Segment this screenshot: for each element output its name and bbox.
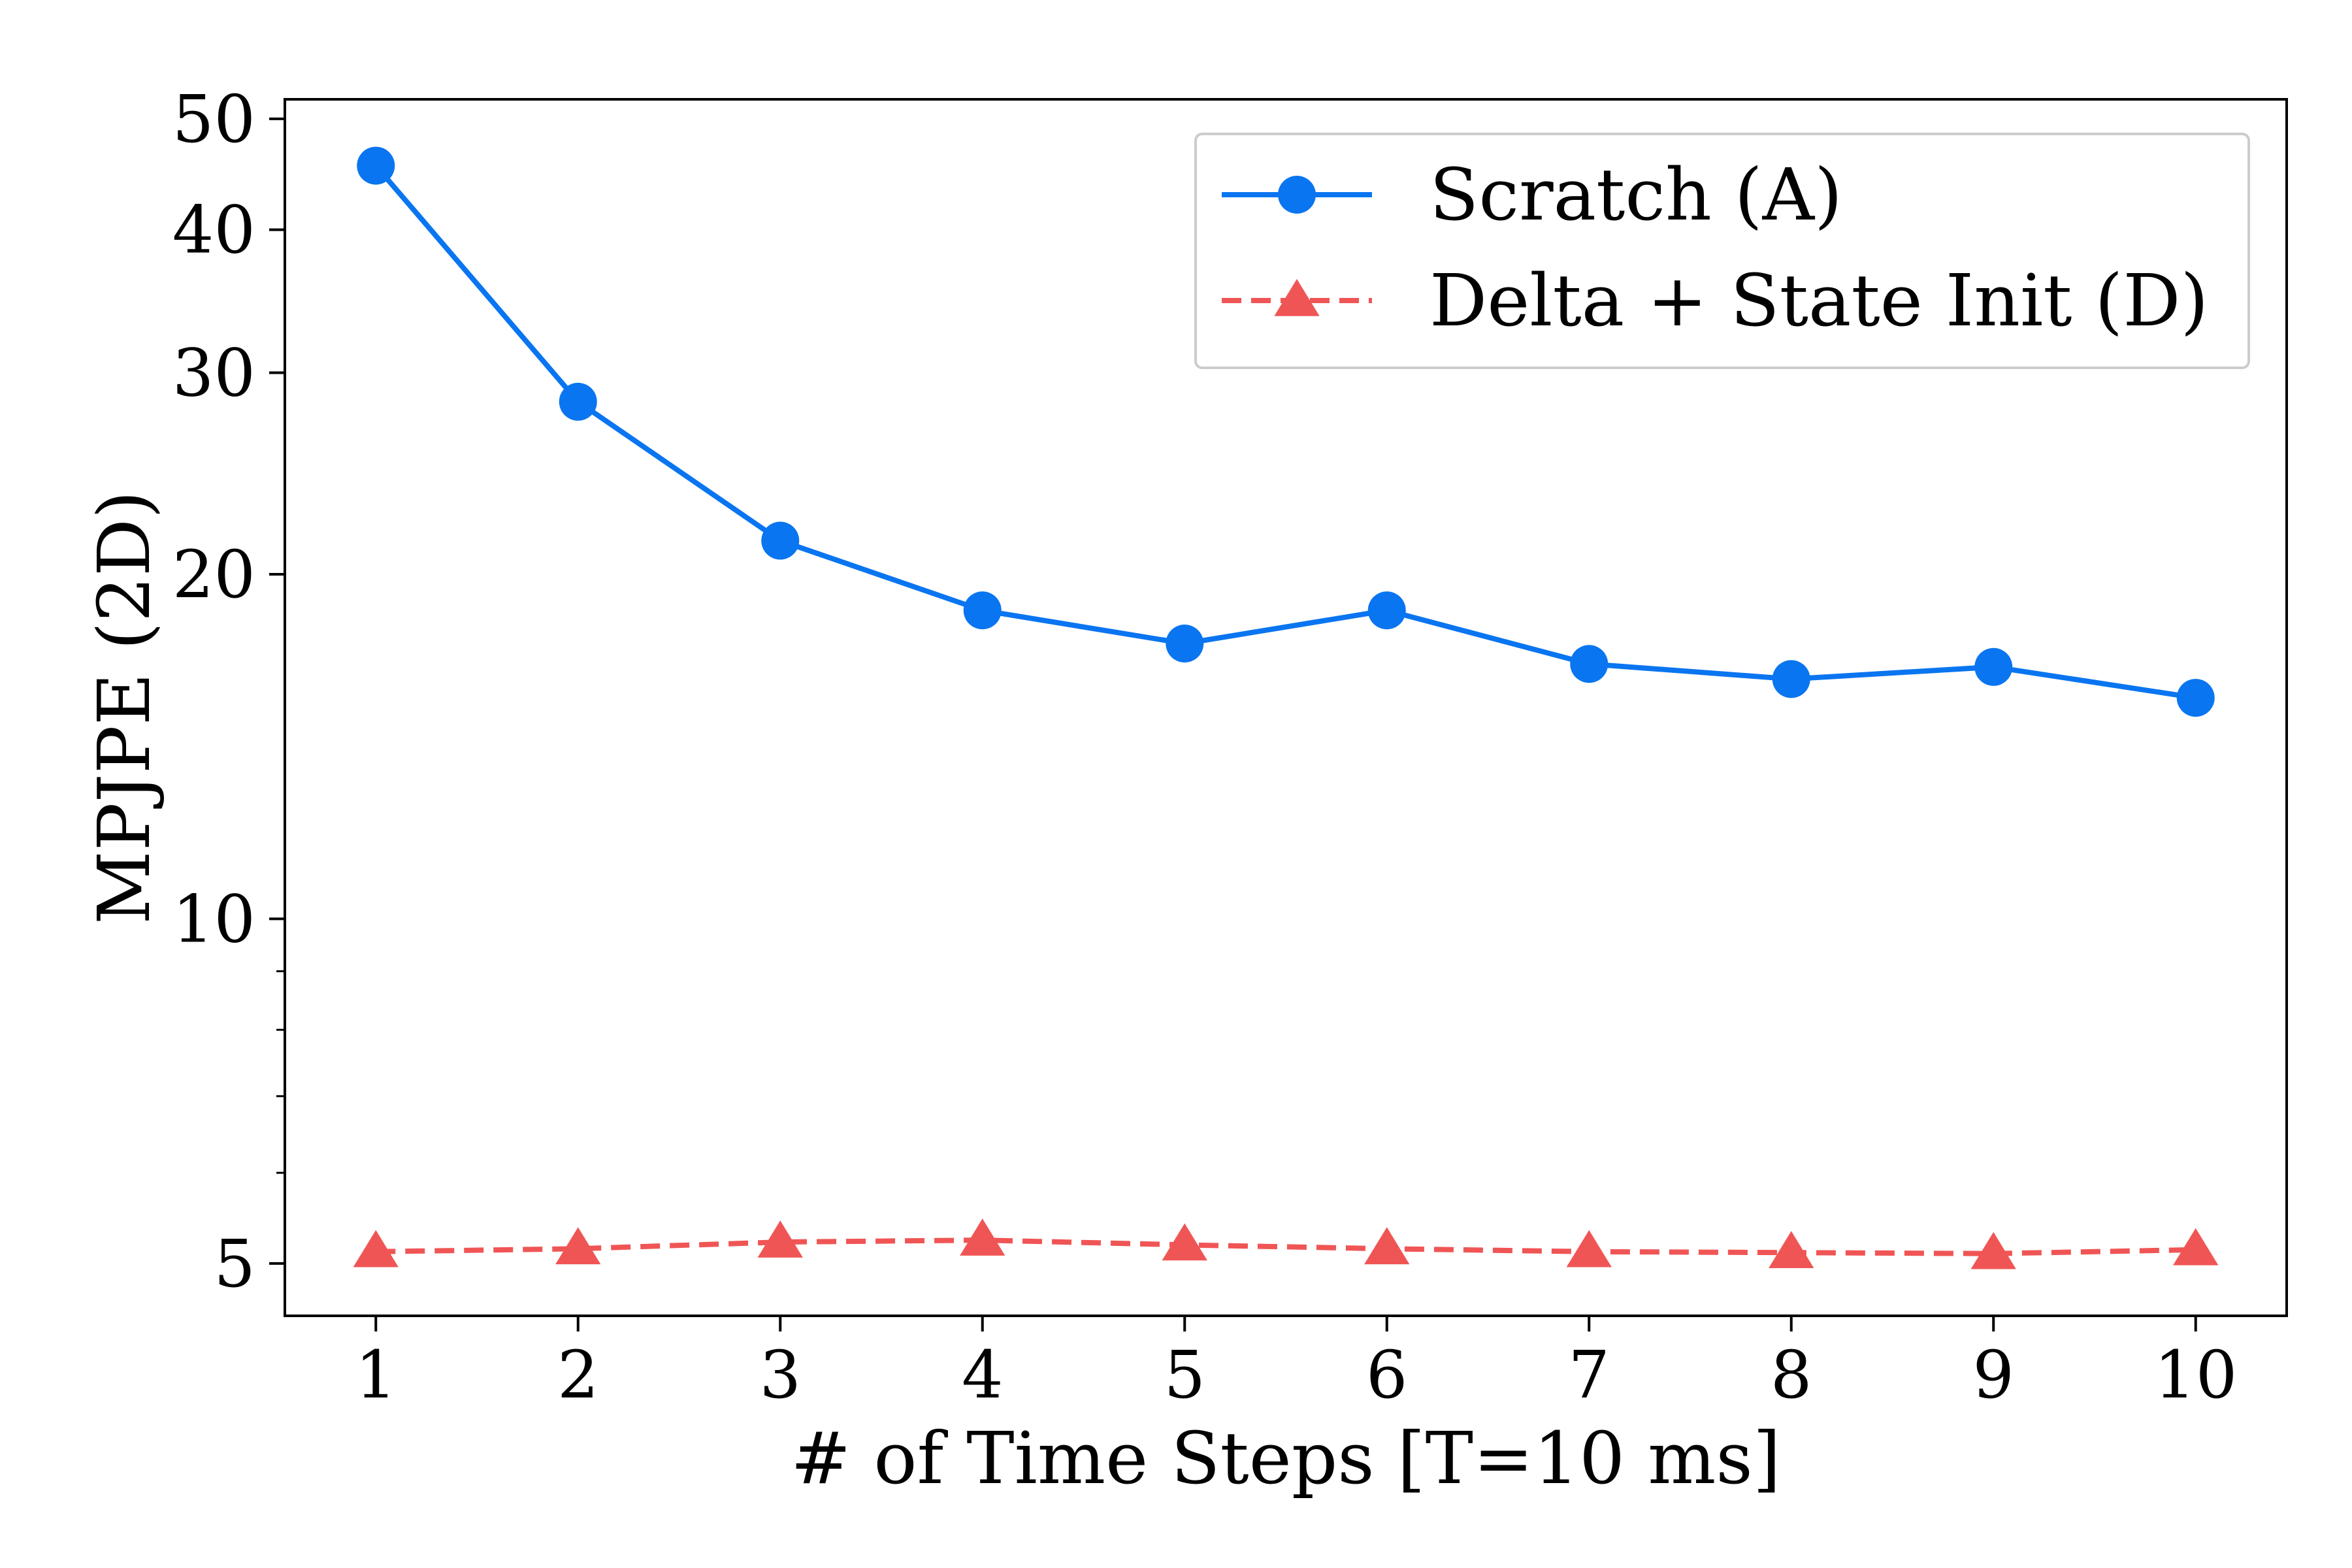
x-tick-label: 10 — [2154, 1337, 2237, 1413]
y-axis-title: MPJPE (2D) — [82, 491, 166, 924]
circle-marker — [357, 146, 395, 185]
series-layer — [353, 146, 2219, 1269]
legend-box — [1194, 133, 2250, 369]
circle-marker — [761, 521, 800, 560]
legend-entry-1: Scratch (A) — [1222, 153, 1842, 237]
triangle-marker — [1769, 1231, 1814, 1269]
triangle-marker — [1970, 1232, 2016, 1269]
triangle-marker — [353, 1230, 399, 1267]
x-tick-label: 6 — [1366, 1337, 1408, 1413]
x-tick-label: 4 — [962, 1337, 1004, 1413]
circle-marker — [1570, 645, 1609, 683]
x-tick-label: 1 — [355, 1337, 397, 1413]
legend-entries: Scratch (A) Delta + State Init (D) — [1222, 153, 2208, 342]
triangle-marker — [757, 1220, 803, 1258]
x-tick-label: 9 — [1972, 1337, 2014, 1413]
x-axis-title: # of Time Steps [T=10 ms] — [791, 1416, 1781, 1500]
circle-marker — [559, 382, 597, 421]
triangle-marker — [2173, 1228, 2219, 1266]
circle-marker — [2176, 679, 2215, 717]
triangle-marker — [1364, 1227, 1410, 1265]
y-axis: 5 10 20 30 40 50 — [172, 81, 285, 1302]
legend: Scratch (A) Delta + State Init (D) — [1194, 133, 2250, 369]
triangle-marker — [1274, 279, 1320, 316]
x-axis: 1 2 3 4 5 6 7 8 9 10 — [355, 1316, 2237, 1413]
triangle-marker — [555, 1227, 601, 1265]
x-tick-label: 8 — [1771, 1337, 1812, 1413]
circle-marker — [1772, 660, 1810, 698]
series-1 — [357, 146, 2215, 717]
y-tick-label: 10 — [172, 881, 255, 957]
triangle-marker — [960, 1218, 1005, 1256]
triangle-marker — [1566, 1230, 1612, 1267]
series-2 — [353, 1218, 2219, 1269]
plot-frame — [284, 98, 2288, 1317]
y-tick-label: 5 — [214, 1226, 255, 1302]
plot-area — [284, 98, 2288, 1317]
x-tick-label: 3 — [759, 1337, 801, 1413]
y-tick-label: 40 — [172, 192, 255, 269]
legend-label: Scratch (A) — [1429, 153, 1842, 237]
y-tick-label: 20 — [172, 536, 255, 613]
x-tick-label: 7 — [1568, 1337, 1610, 1413]
legend-label: Delta + State Init (D) — [1429, 259, 2208, 342]
circle-marker — [963, 591, 1002, 630]
legend-entry-2: Delta + State Init (D) — [1222, 259, 2208, 342]
y-tick-label: 30 — [172, 335, 255, 412]
circle-marker — [1367, 591, 1406, 630]
circle-marker — [1166, 624, 1204, 662]
x-tick-label: 2 — [557, 1337, 599, 1413]
series-line — [376, 1237, 2196, 1256]
circle-marker — [1974, 647, 2013, 686]
x-tick-label: 5 — [1164, 1337, 1205, 1413]
triangle-marker — [1162, 1223, 1207, 1261]
series-line — [374, 163, 2197, 701]
circle-marker — [1278, 176, 1316, 214]
y-tick-label: 50 — [172, 81, 255, 157]
